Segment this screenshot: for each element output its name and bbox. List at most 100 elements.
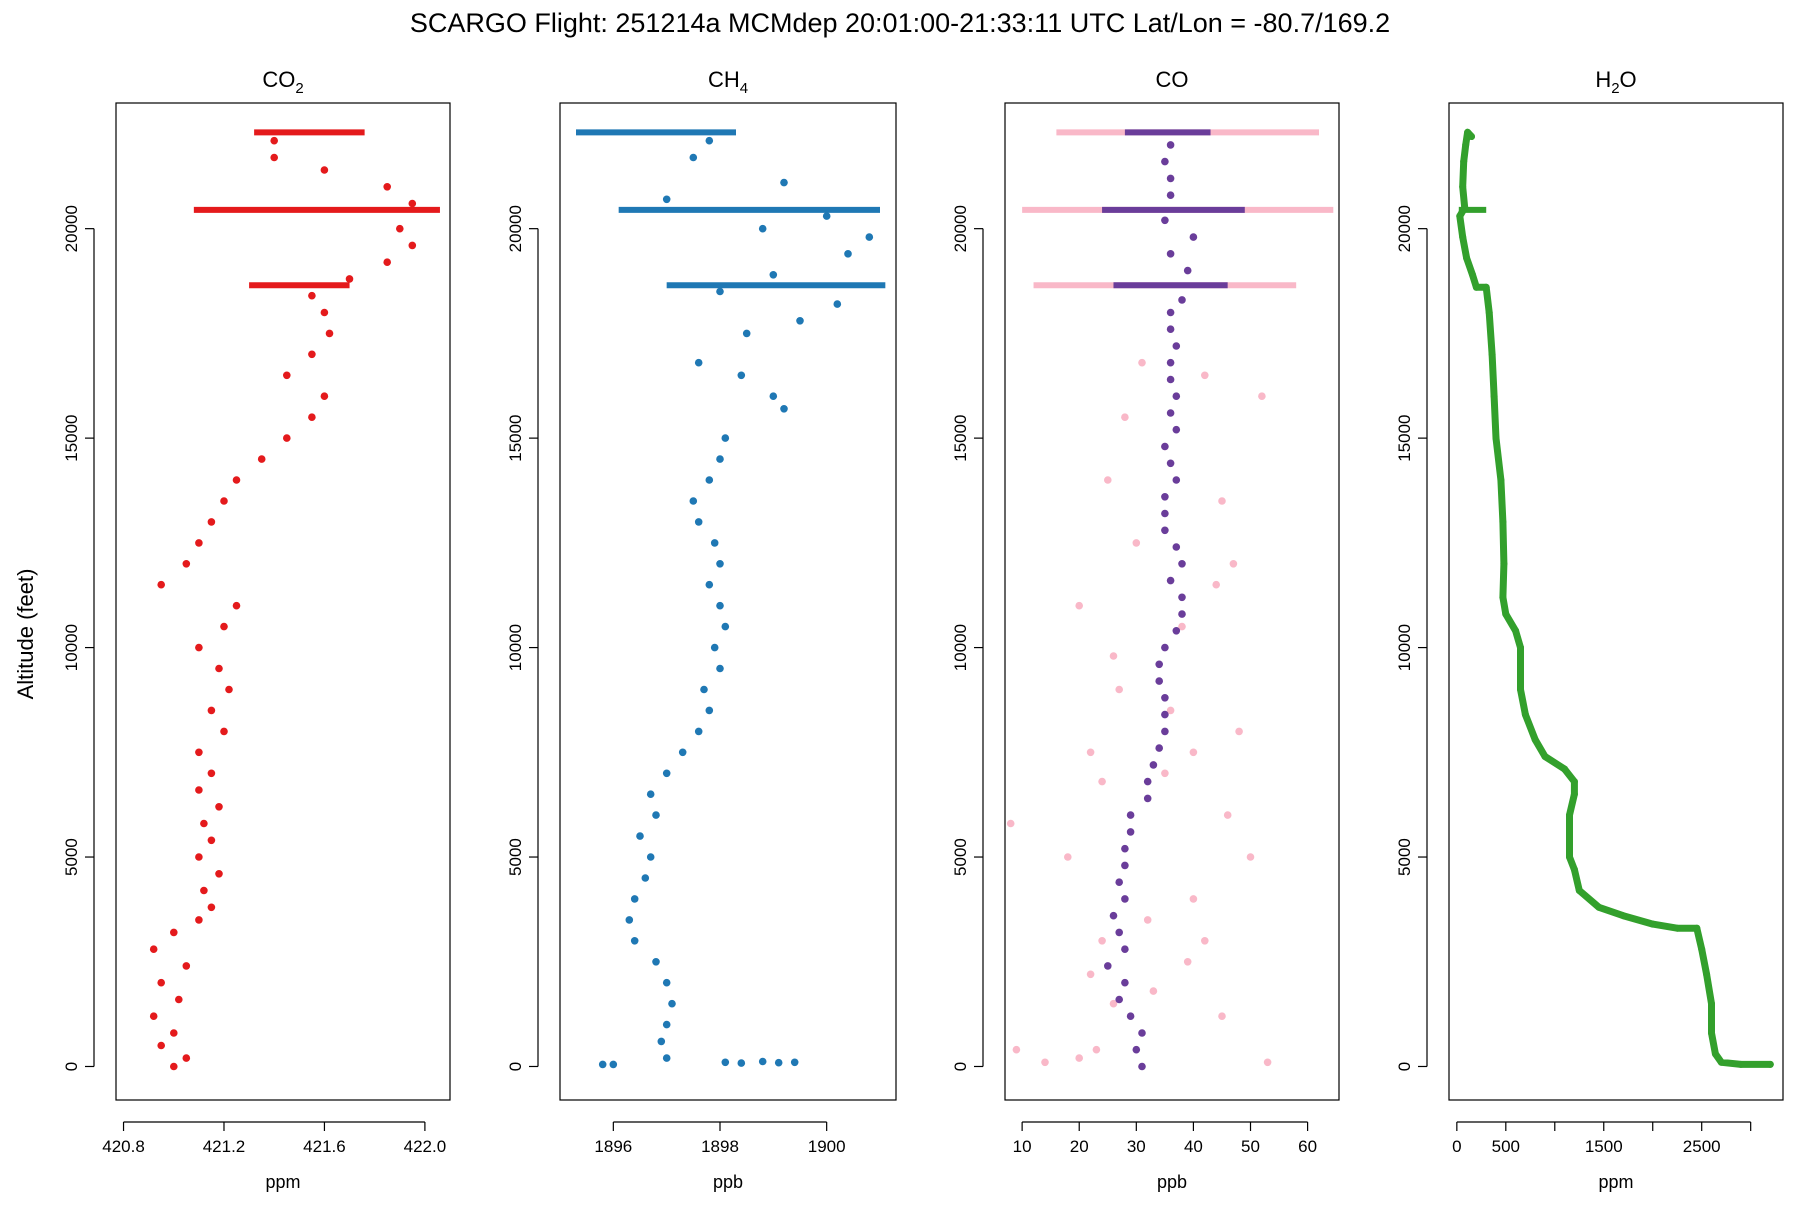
data-point — [1161, 710, 1169, 719]
data-point — [1178, 296, 1186, 304]
data-point — [232, 476, 241, 484]
data-point — [1166, 250, 1175, 258]
y-tick-label: 20000 — [1395, 205, 1414, 252]
data-point — [1098, 937, 1106, 945]
y-tick-label: 0 — [506, 1062, 525, 1071]
data-point — [1456, 212, 1464, 220]
data-point — [1570, 778, 1578, 786]
data-point — [308, 291, 316, 300]
data-point — [1086, 970, 1095, 979]
panel-title-subscript: 2 — [295, 80, 303, 97]
data-point — [182, 560, 191, 568]
data-point — [790, 1058, 799, 1067]
data-point — [195, 748, 203, 757]
data-point — [207, 903, 216, 912]
y-tick-label: 5000 — [506, 838, 525, 876]
data-point — [716, 455, 724, 463]
data-point — [705, 580, 714, 589]
data-point — [320, 166, 329, 174]
data-point — [1166, 459, 1175, 468]
data-point — [1166, 141, 1175, 149]
data-point — [774, 1058, 783, 1067]
data-point — [1143, 777, 1152, 786]
x-tick-label: 1900 — [808, 1137, 846, 1156]
data-point — [1485, 309, 1493, 316]
data-point — [396, 224, 404, 233]
data-point — [1161, 442, 1169, 451]
y-tick-label: 5000 — [1395, 838, 1414, 876]
data-point — [716, 287, 724, 296]
data-point — [1698, 945, 1706, 953]
data-point — [1149, 987, 1158, 995]
panel-frame — [559, 102, 897, 1101]
data-point — [1566, 853, 1573, 861]
data-point — [200, 819, 208, 828]
data-point — [1717, 1058, 1725, 1066]
y-tick-label: 0 — [62, 1062, 81, 1071]
data-point — [609, 1060, 618, 1069]
data-point — [1109, 911, 1118, 920]
data-point — [1737, 1060, 1745, 1068]
data-point — [636, 832, 644, 840]
data-point — [1132, 539, 1141, 547]
data-point — [1708, 1000, 1715, 1008]
data-point — [157, 580, 165, 589]
data-point — [1109, 652, 1118, 660]
data-point — [1161, 509, 1169, 518]
data-point — [1172, 627, 1181, 635]
data-point — [1218, 1012, 1226, 1020]
data-point — [625, 916, 634, 924]
data-point — [215, 803, 223, 811]
panel-title-subscript: 4 — [740, 80, 748, 97]
panel-title: H2O — [1595, 67, 1636, 97]
data-point — [1178, 560, 1186, 568]
data-point — [1121, 945, 1129, 953]
data-point — [1138, 358, 1146, 367]
data-point — [1121, 895, 1129, 903]
data-point — [1235, 727, 1243, 736]
x-axis-label: ppb — [713, 1172, 743, 1192]
data-point — [1161, 694, 1169, 702]
x-tick-label: 421.2 — [203, 1137, 246, 1156]
data-point — [1109, 999, 1118, 1008]
y-tick-label: 0 — [951, 1062, 970, 1071]
x-tick-label: 421.6 — [303, 1137, 346, 1156]
data-point — [1541, 753, 1549, 760]
panel-2: CH4 1896 1898 1900 ppb 0 5000 10000 15000 20000 — [506, 67, 897, 1192]
data-point — [646, 790, 655, 798]
plot-area — [1456, 128, 1774, 1068]
data-point — [1258, 392, 1266, 401]
data-point — [1459, 233, 1467, 241]
panel-frame — [115, 102, 451, 1101]
x-tick-label: 10 — [1013, 1137, 1032, 1156]
data-point — [1126, 1012, 1135, 1020]
data-point — [1172, 425, 1181, 434]
data-point — [1460, 158, 1468, 166]
data-point — [195, 786, 203, 794]
data-point — [1126, 828, 1135, 836]
data-point — [598, 1060, 607, 1069]
panel-4: H2O 0 500 1500 2500 ppm 0 5000 10000 15000 20000 — [1395, 67, 1784, 1192]
data-point — [1166, 375, 1175, 384]
data-point — [1711, 1050, 1719, 1058]
x-tick-label: 50 — [1241, 1137, 1260, 1156]
data-point — [1482, 283, 1490, 291]
x-tick-label: 60 — [1298, 1137, 1317, 1156]
data-point — [721, 434, 730, 442]
x-axis-label: ppb — [1157, 1172, 1187, 1192]
data-point — [1006, 819, 1015, 828]
panel-title-main: CH — [708, 67, 740, 92]
data-point — [1161, 643, 1169, 652]
data-point — [1521, 711, 1529, 719]
data-point — [1172, 342, 1181, 350]
y-tick-label: 20000 — [506, 205, 525, 252]
panel-title: CH4 — [708, 67, 748, 97]
data-point — [716, 560, 724, 568]
data-point — [1575, 887, 1583, 894]
data-point — [1121, 978, 1129, 987]
data-point — [215, 664, 223, 673]
data-point — [780, 178, 788, 187]
panel-title: CO2 — [262, 67, 303, 97]
data-point — [1178, 622, 1186, 631]
data-point — [1166, 409, 1175, 417]
